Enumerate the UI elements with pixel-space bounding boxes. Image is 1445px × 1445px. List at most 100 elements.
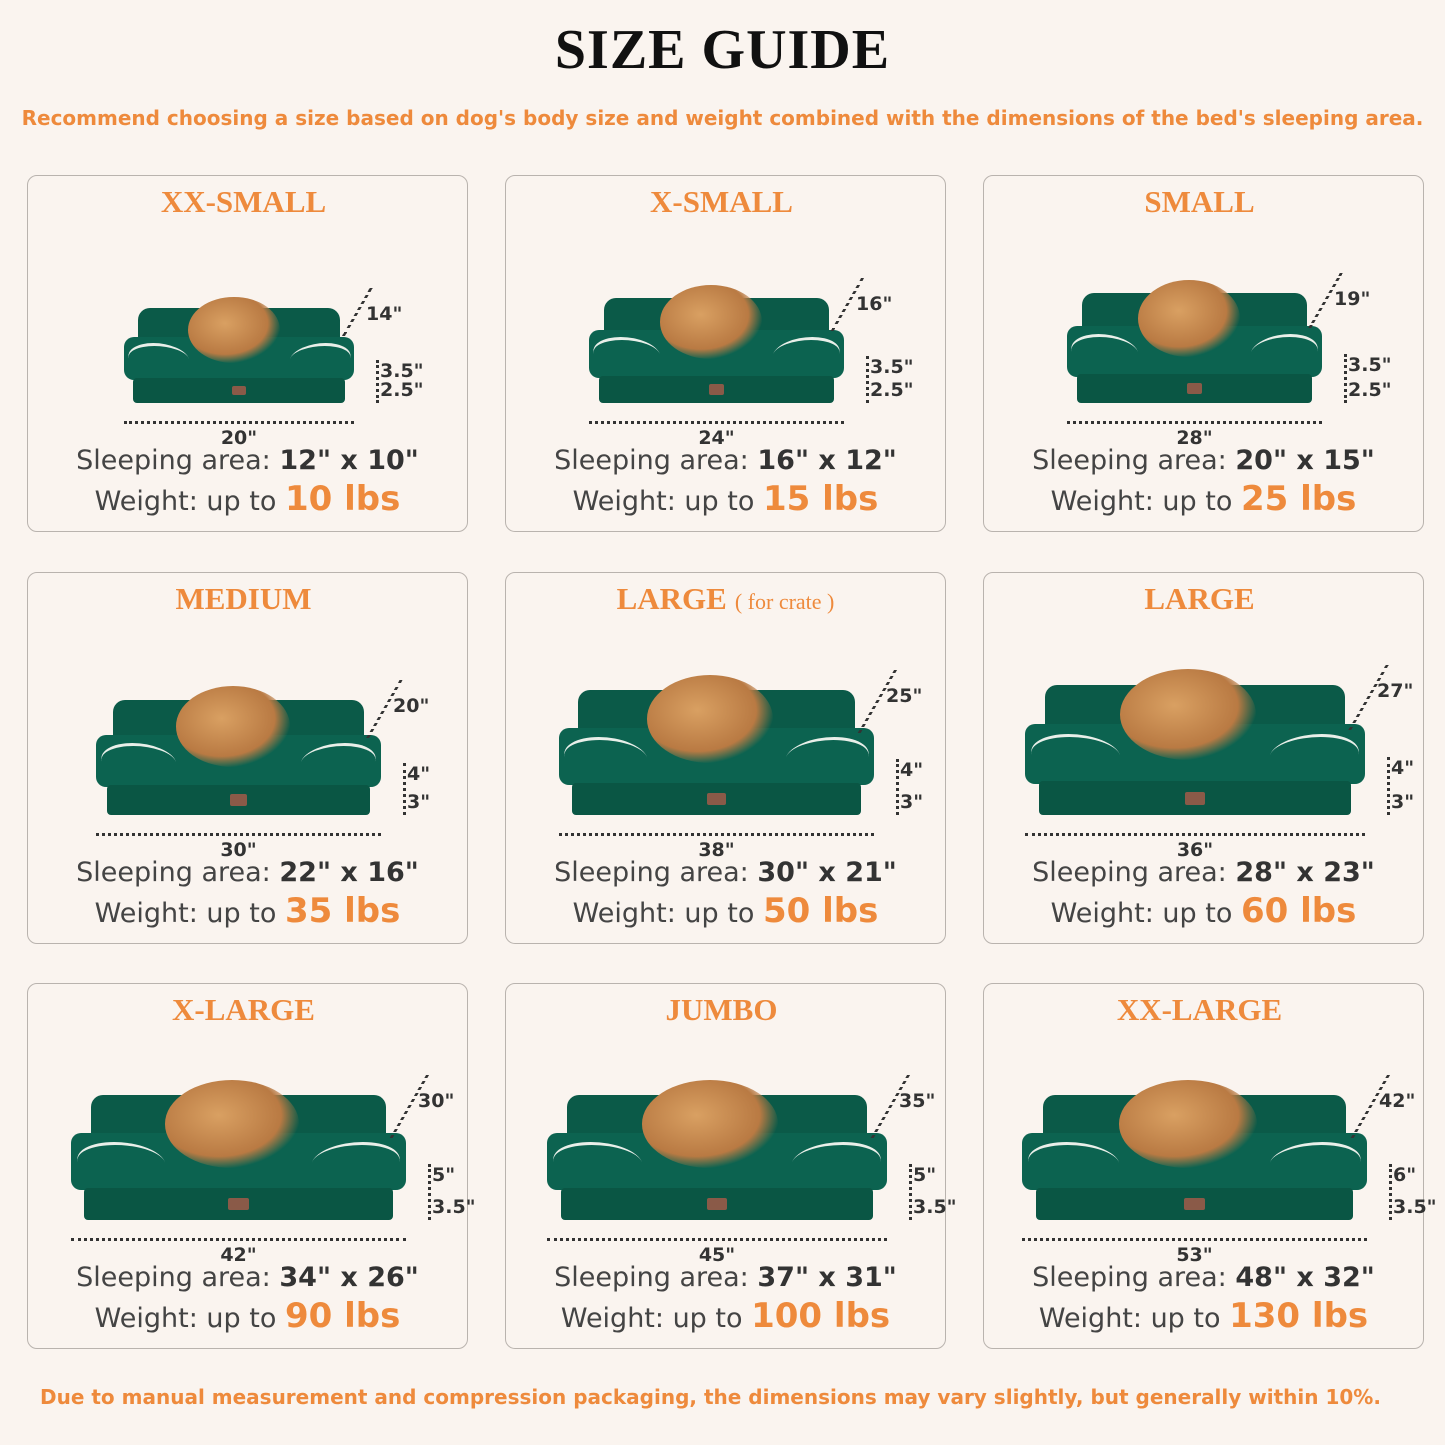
bottom-height-label: 2.5" (380, 379, 424, 401)
height-line (909, 1163, 912, 1220)
size-name: X-LARGE (28, 992, 467, 1028)
bottom-height-label: 2.5" (870, 379, 914, 401)
brand-tag (228, 1197, 249, 1210)
weight-value: 35 lbs (284, 891, 401, 931)
width-line (96, 833, 381, 836)
width-label: 36" (1176, 839, 1214, 861)
size-card: XX-SMALL 14" 3.5" 2.5" 20" Sleeping area… (27, 175, 468, 532)
sleeping-area-label: Sleeping area: (76, 1262, 271, 1293)
weight: Weight: up to 130 lbs (984, 1296, 1423, 1336)
size-label: LARGE (616, 581, 727, 616)
height-line (866, 355, 869, 403)
bottom-height-label: 3.5" (913, 1196, 957, 1218)
size-label: XX-SMALL (160, 184, 327, 219)
pet-image (164, 1080, 299, 1168)
size-label: X-LARGE (172, 992, 315, 1027)
width-label: 42" (220, 1244, 257, 1266)
width-line (71, 1238, 406, 1241)
page-subtitle: Recommend choosing a size based on dog's… (21, 106, 1424, 130)
sleeping-area-value: 37" x 31" (757, 1262, 897, 1293)
sleeping-area-label: Sleeping area: (76, 445, 271, 476)
sleeping-area-label: Sleeping area: (554, 857, 749, 888)
depth-label: 19" (1334, 288, 1371, 310)
bed-image (557, 675, 876, 815)
bottom-height-label: 2.5" (1348, 379, 1392, 401)
sleeping-area-value: 28" x 23" (1235, 857, 1375, 888)
bottom-height-label: 3.5" (432, 1196, 476, 1218)
page-title: SIZE GUIDE (554, 19, 891, 81)
sleeping-area-label: Sleeping area: (76, 857, 271, 888)
sleeping-area-value: 48" x 32" (1235, 1262, 1375, 1293)
weight-label: Weight: up to (1050, 486, 1233, 517)
size-card: X-SMALL 16" 3.5" 2.5" 24" Sleeping area:… (505, 175, 946, 532)
base-height-label: 5" (913, 1163, 937, 1186)
weight-label: Weight: up to (94, 486, 277, 517)
pet-image (1120, 669, 1257, 761)
width-label: 24" (698, 427, 735, 449)
width-line (124, 421, 354, 424)
bottom-height-label: 3" (407, 791, 431, 813)
pet-image (1138, 279, 1241, 357)
width-label: 45" (698, 1244, 736, 1266)
size-name: LARGE ( for crate ) (506, 581, 945, 617)
pet-image (1118, 1080, 1257, 1168)
height-line (896, 758, 899, 815)
weight-value: 10 lbs (284, 479, 401, 519)
width-line (559, 833, 874, 836)
width-line (1025, 833, 1365, 836)
size-card: MEDIUM 20" 4" 3" 30" Sleeping area: 22" … (27, 572, 468, 944)
base-height-label: 3.5" (380, 360, 424, 383)
sleeping-area-value: 22" x 16" (279, 857, 419, 888)
base-height-label: 4" (900, 758, 924, 781)
sleeping-area-value: 20" x 15" (1235, 445, 1375, 476)
weight-label: Weight: up to (94, 1303, 277, 1334)
brand-tag (706, 1197, 728, 1210)
weight: Weight: up to 15 lbs (506, 479, 945, 519)
width-line (589, 421, 844, 424)
base-height-label: 5" (432, 1163, 456, 1186)
weight-label: Weight: up to (560, 1303, 743, 1334)
footnote: Due to manual measurement and compressio… (40, 1385, 1381, 1409)
height-line (1389, 1163, 1392, 1220)
size-label: MEDIUM (175, 581, 312, 616)
base-height-label: 3.5" (870, 355, 914, 378)
weight-label: Weight: up to (1038, 1303, 1221, 1334)
pet-image (642, 1080, 779, 1168)
size-note: ( for crate ) (734, 589, 835, 614)
width-label: 20" (220, 427, 258, 449)
weight-value: 130 lbs (1229, 1296, 1369, 1336)
sleeping-area: Sleeping area: 22" x 16" (28, 857, 467, 888)
base-height-label: 3.5" (1348, 353, 1392, 376)
weight-value: 100 lbs (751, 1296, 891, 1336)
size-card: JUMBO 35" 5" 3.5" 45" Sleeping area: 37"… (505, 983, 957, 1349)
weight: Weight: up to 10 lbs (28, 479, 467, 519)
size-label: LARGE (1144, 581, 1255, 616)
weight-label: Weight: up to (94, 898, 277, 929)
size-card: X-LARGE 30" 5" 3.5" 42" Sleeping area: 3… (27, 983, 476, 1349)
depth-label: 42" (1379, 1090, 1416, 1112)
size-name: MEDIUM (28, 581, 467, 617)
pet-image (175, 686, 290, 767)
brand-tag (1184, 1197, 1205, 1210)
bed-image (546, 1080, 888, 1220)
bottom-height-label: 3" (1391, 791, 1415, 813)
weight-value: 60 lbs (1240, 891, 1357, 931)
weight-value: 15 lbs (762, 479, 879, 519)
depth-label: 27" (1377, 680, 1414, 702)
brand-tag (229, 794, 248, 806)
sleeping-area: Sleeping area: 30" x 21" (506, 857, 945, 888)
size-name: XX-LARGE (984, 992, 1423, 1028)
width-line (547, 1238, 887, 1241)
brand-tag (708, 384, 725, 395)
sleeping-area-label: Sleeping area: (554, 445, 749, 476)
bed-image (70, 1080, 407, 1220)
height-line (428, 1163, 431, 1220)
base-height-label: 4" (1391, 756, 1415, 779)
width-label: 53" (1176, 1244, 1213, 1266)
pet-image (647, 675, 774, 763)
width-line (1022, 1238, 1367, 1241)
sleeping-area-label: Sleeping area: (1032, 445, 1227, 476)
sleeping-area: Sleeping area: 48" x 32" (984, 1262, 1423, 1293)
brand-tag (707, 792, 726, 805)
base-height-label: 4" (407, 763, 431, 786)
